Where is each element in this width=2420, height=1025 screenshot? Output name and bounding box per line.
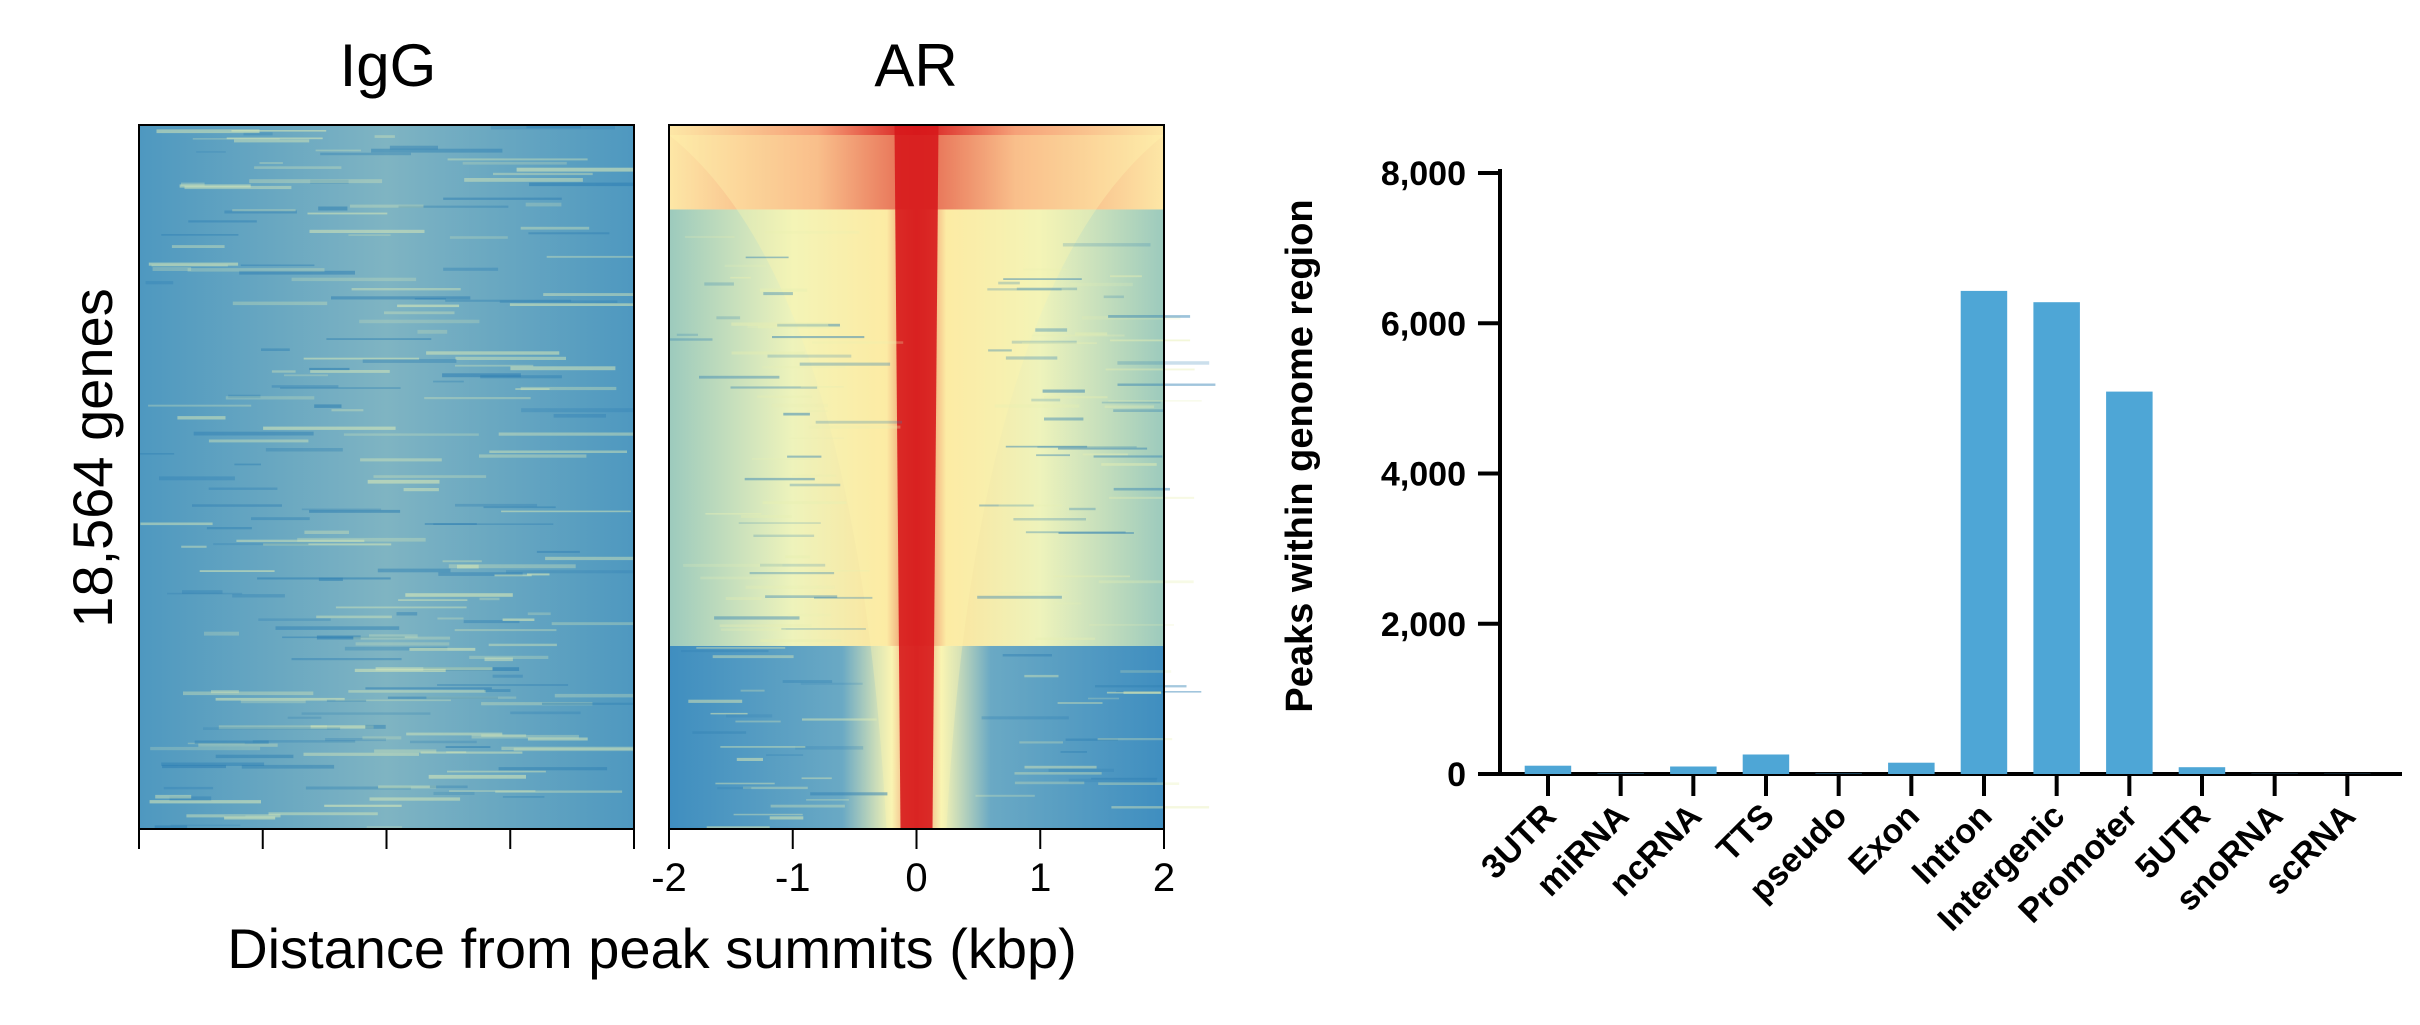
heatmap-title-igg: IgG	[340, 32, 437, 99]
bar-y-tick-label: 2,000	[1381, 606, 1466, 644]
bar-ncrna	[1670, 766, 1717, 774]
heatmap-igg-fill	[139, 125, 634, 829]
heatmap-x-tick-label: 1	[1029, 856, 1051, 900]
heatmap-ar-core	[894, 125, 939, 829]
bar-y-tick-label: 6,000	[1381, 305, 1466, 343]
heatmap-igg-noise	[139, 125, 634, 829]
heatmap-ar-noise	[669, 230, 1216, 830]
bar-ylabel: Peaks within genome region	[1279, 199, 1321, 712]
bar-y-tick-label: 8,000	[1381, 155, 1466, 193]
heatmap-x-tick-label: -1	[775, 856, 811, 900]
bar-exon	[1888, 762, 1935, 774]
heatmap-x-axis: -2 -1 0 1 2	[138, 828, 1175, 900]
bar-intron	[1960, 290, 2008, 774]
heatmap-x-tick-label: 0	[905, 856, 927, 900]
heatmap-xlabel: Distance from peak summits (kbp)	[227, 917, 1077, 980]
heatmap-panel-ar	[668, 124, 1216, 830]
bar-3utr	[1524, 765, 1572, 774]
bar-tts	[1742, 754, 1790, 774]
heatmap-x-tick-label: -2	[651, 856, 687, 900]
heatmap-panel-igg	[138, 124, 635, 830]
bar-5utr	[2178, 767, 2226, 774]
heatmap-ylabel: 18,564 genes	[61, 288, 124, 627]
bar-promoter	[2106, 391, 2153, 774]
heatmap-title-ar: AR	[874, 32, 957, 99]
heatmap-x-tick-label: 2	[1153, 856, 1175, 900]
bar-y-tick-label: 0	[1447, 756, 1466, 794]
bar-y-tick-label: 4,000	[1381, 456, 1466, 494]
bar-intergenic	[2033, 302, 2080, 774]
